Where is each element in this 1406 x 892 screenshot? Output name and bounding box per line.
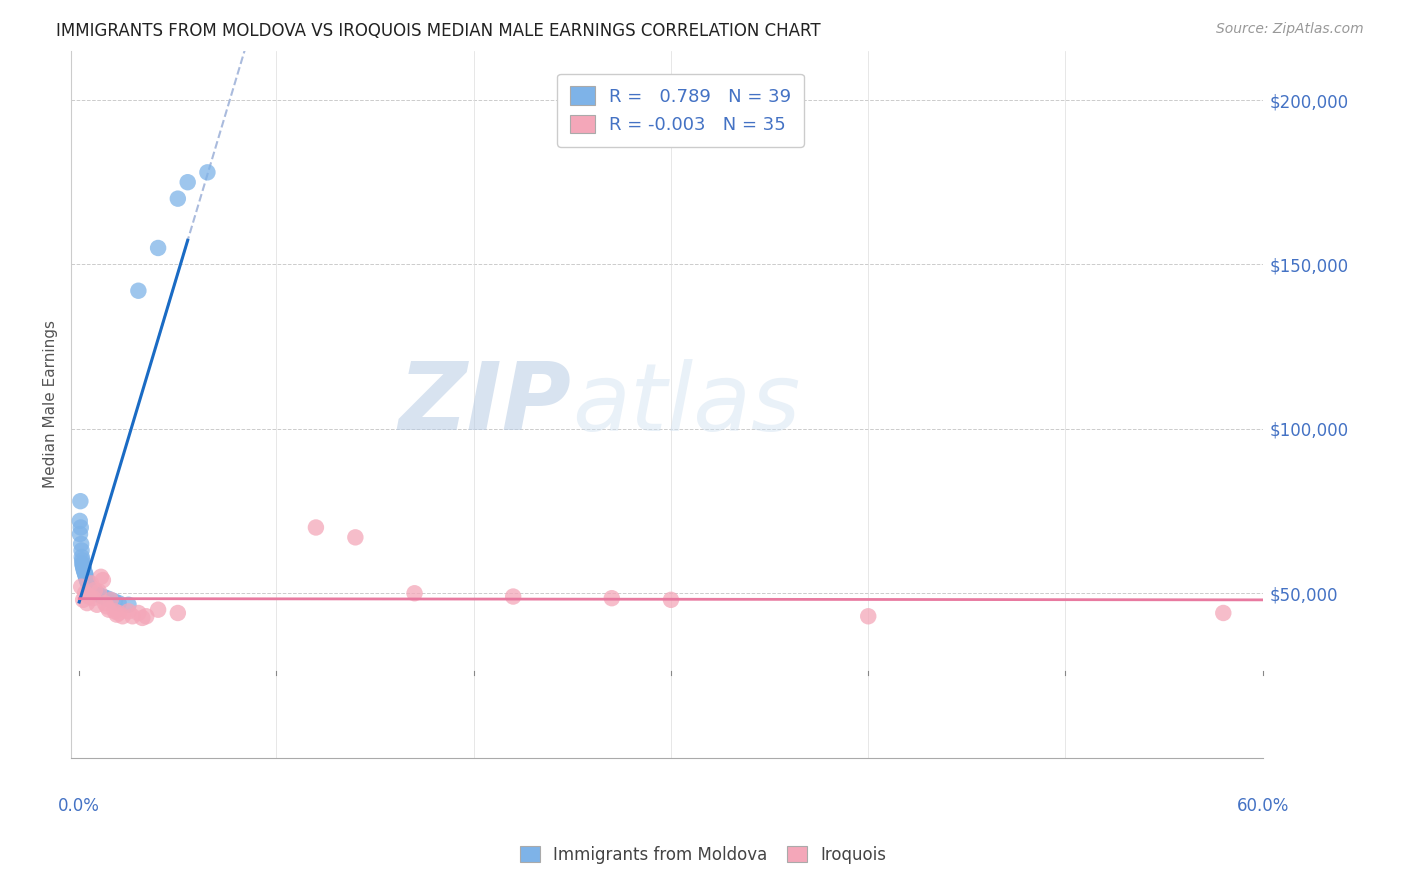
- Point: [858, 609, 880, 624]
- Point: [86, 598, 108, 612]
- Point: [84, 582, 107, 597]
- Point: [305, 520, 328, 534]
- Text: atlas: atlas: [572, 359, 800, 450]
- Point: [87, 584, 110, 599]
- Point: [107, 596, 129, 610]
- Point: [75, 571, 97, 585]
- Point: [131, 611, 153, 625]
- Text: Source: ZipAtlas.com: Source: ZipAtlas.com: [1216, 22, 1364, 37]
- Point: [100, 592, 122, 607]
- Legend: R =   0.789   N = 39, R = -0.003   N = 35: R = 0.789 N = 39, R = -0.003 N = 35: [557, 74, 804, 147]
- Point: [72, 558, 94, 573]
- Point: [166, 192, 188, 206]
- Point: [72, 560, 94, 574]
- Point: [72, 557, 94, 571]
- Y-axis label: Median Male Earnings: Median Male Earnings: [44, 320, 58, 488]
- Point: [104, 604, 127, 618]
- Point: [75, 586, 97, 600]
- Point: [69, 514, 91, 528]
- Point: [146, 241, 169, 255]
- Point: [100, 592, 122, 607]
- Text: IMMIGRANTS FROM MOLDOVA VS IROQUOIS MEDIAN MALE EARNINGS CORRELATION CHART: IMMIGRANTS FROM MOLDOVA VS IROQUOIS MEDI…: [56, 22, 821, 40]
- Point: [344, 530, 367, 544]
- Point: [76, 573, 98, 587]
- Point: [146, 603, 169, 617]
- Point: [77, 578, 100, 592]
- Point: [166, 606, 188, 620]
- Point: [77, 576, 100, 591]
- Point: [73, 563, 96, 577]
- Point: [94, 596, 117, 610]
- Legend: Immigrants from Moldova, Iroquois: Immigrants from Moldova, Iroquois: [513, 839, 893, 871]
- Point: [97, 603, 120, 617]
- Point: [659, 592, 682, 607]
- Point: [80, 576, 103, 591]
- Point: [96, 591, 118, 606]
- Point: [91, 590, 114, 604]
- Point: [104, 594, 127, 608]
- Point: [70, 553, 93, 567]
- Point: [117, 598, 139, 612]
- Point: [70, 580, 93, 594]
- Point: [70, 537, 93, 551]
- Point: [82, 591, 104, 606]
- Point: [197, 165, 219, 179]
- Point: [75, 570, 97, 584]
- Point: [127, 284, 149, 298]
- Text: 0.0%: 0.0%: [58, 797, 100, 814]
- Point: [600, 591, 623, 606]
- Point: [107, 606, 129, 620]
- Point: [404, 586, 426, 600]
- Point: [1212, 606, 1234, 620]
- Point: [77, 590, 100, 604]
- Point: [90, 570, 112, 584]
- Point: [84, 584, 107, 599]
- Point: [70, 543, 93, 558]
- Point: [135, 609, 157, 624]
- Point: [72, 561, 94, 575]
- Point: [105, 607, 128, 622]
- Point: [111, 609, 134, 624]
- Point: [127, 606, 149, 620]
- Point: [75, 568, 97, 582]
- Point: [72, 592, 94, 607]
- Point: [76, 574, 98, 589]
- Point: [69, 494, 91, 508]
- Point: [76, 596, 98, 610]
- Point: [117, 604, 139, 618]
- Point: [73, 565, 96, 579]
- Point: [69, 527, 91, 541]
- Text: ZIP: ZIP: [399, 359, 572, 450]
- Point: [82, 582, 104, 597]
- Point: [502, 590, 524, 604]
- Point: [121, 609, 143, 624]
- Point: [176, 175, 198, 189]
- Point: [91, 573, 114, 587]
- Point: [70, 550, 93, 565]
- Point: [69, 520, 91, 534]
- Point: [86, 586, 108, 600]
- Text: 60.0%: 60.0%: [1236, 797, 1289, 814]
- Point: [96, 599, 118, 614]
- Point: [75, 566, 97, 581]
- Point: [79, 580, 101, 594]
- Point: [87, 588, 110, 602]
- Point: [80, 582, 103, 596]
